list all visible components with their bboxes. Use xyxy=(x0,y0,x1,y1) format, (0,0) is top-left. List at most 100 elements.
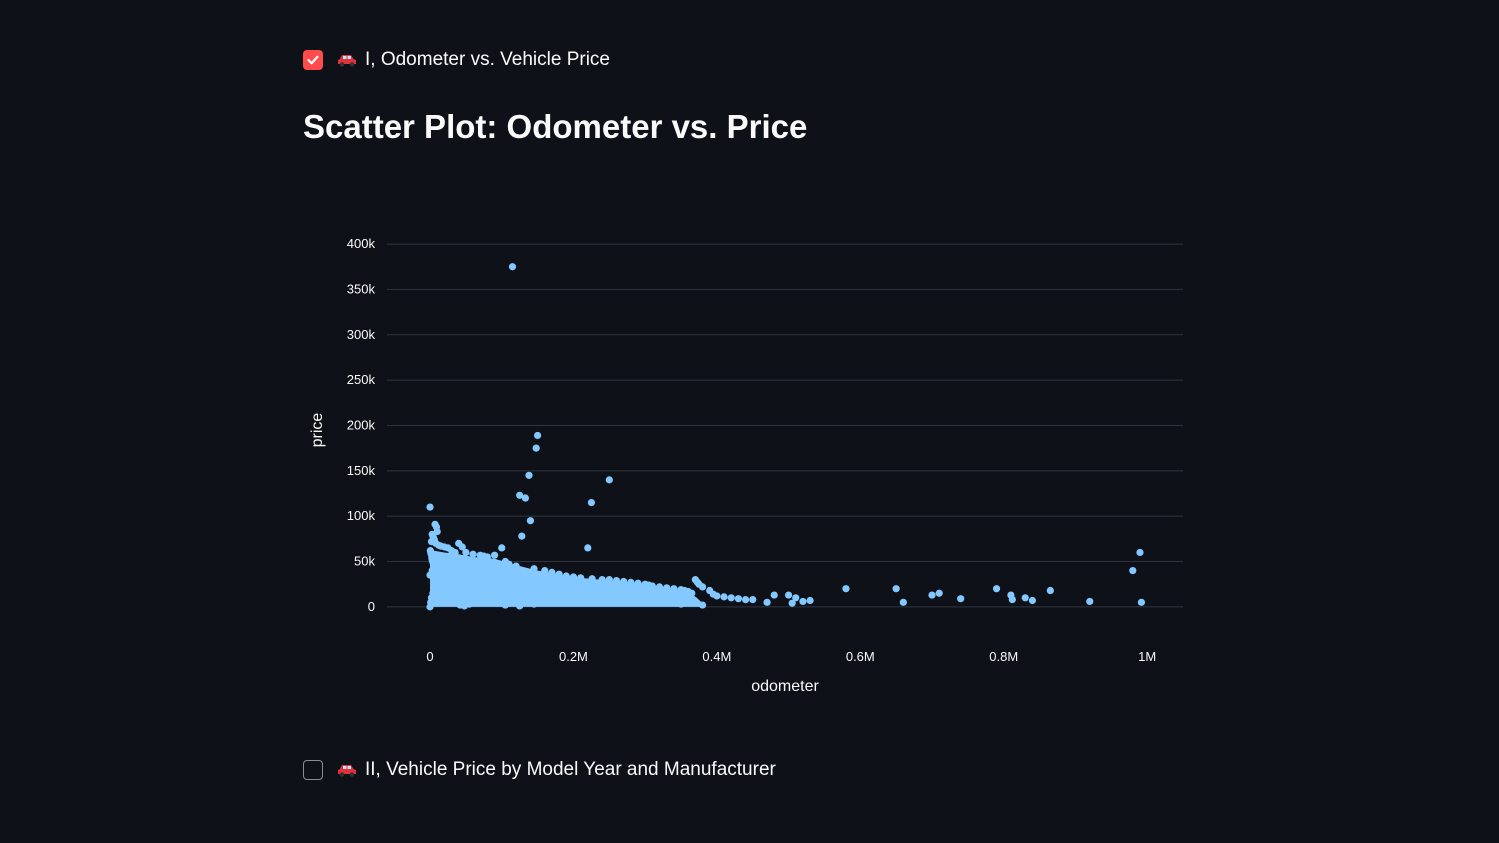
data-point xyxy=(465,585,474,593)
data-point xyxy=(587,498,595,507)
data-point xyxy=(1086,597,1094,606)
x-tick-label: 0 xyxy=(426,649,433,664)
data-point xyxy=(670,585,678,593)
x-tick-label: 0.2M xyxy=(559,649,588,664)
x-tick-label: 1M xyxy=(1138,649,1156,664)
checkbox-label[interactable]: I, Odometer vs. Vehicle Price xyxy=(365,49,610,70)
data-point xyxy=(584,544,592,552)
data-point xyxy=(677,600,685,608)
data-point xyxy=(666,596,674,604)
data-point xyxy=(532,444,540,452)
data-point xyxy=(1137,598,1146,606)
y-tick-label: 300k xyxy=(347,327,376,342)
x-tick-label: 0.6M xyxy=(846,649,875,664)
data-point xyxy=(465,600,474,608)
data-point xyxy=(612,591,621,599)
checkbox-odometer-vs-price[interactable]: I, Odometer vs. Vehicle Price xyxy=(303,49,610,71)
car-icon xyxy=(337,763,357,777)
data-point xyxy=(521,494,530,502)
checkmark-icon xyxy=(307,55,319,65)
page-title: Scatter Plot: Odometer vs. Price xyxy=(303,108,808,145)
data-point xyxy=(634,579,642,587)
data-point xyxy=(935,589,943,597)
data-point xyxy=(541,566,549,575)
data-point xyxy=(799,597,807,606)
data-point xyxy=(555,570,563,578)
checkbox-price-by-model-year[interactable]: II, Vehicle Price by Model Year and Manu… xyxy=(303,759,776,781)
data-point xyxy=(594,586,603,595)
data-point xyxy=(473,597,481,606)
data-point xyxy=(530,565,538,573)
checkbox-label[interactable]: II, Vehicle Price by Model Year and Manu… xyxy=(365,759,776,780)
data-point xyxy=(1046,586,1054,595)
y-axis-title: price xyxy=(309,413,326,448)
data-point xyxy=(573,595,581,603)
checkbox-unchecked-icon[interactable] xyxy=(303,760,323,780)
x-tick-label: 0.4M xyxy=(702,649,731,664)
data-point xyxy=(494,599,502,607)
car-icon xyxy=(337,53,357,67)
data-point xyxy=(655,583,664,591)
data-point xyxy=(512,562,520,570)
data-point xyxy=(784,591,793,599)
data-point xyxy=(469,550,477,558)
data-point xyxy=(792,594,800,602)
data-point xyxy=(928,591,936,599)
checkbox-checked-icon[interactable] xyxy=(303,50,323,70)
data-point xyxy=(498,544,506,552)
data-point xyxy=(426,503,434,511)
data-point xyxy=(483,553,491,561)
data-point xyxy=(433,565,441,573)
data-point xyxy=(1008,596,1016,604)
data-point xyxy=(648,582,656,590)
data-point xyxy=(806,596,814,605)
data-point xyxy=(580,585,588,593)
data-point xyxy=(688,589,696,597)
y-tick-label: 400k xyxy=(347,236,376,251)
y-tick-label: 250k xyxy=(347,372,376,387)
y-tick-label: 350k xyxy=(347,281,376,296)
data-point xyxy=(788,599,796,607)
data-point xyxy=(516,491,524,499)
data-point xyxy=(533,431,542,440)
data-point xyxy=(992,585,1001,593)
data-point xyxy=(458,543,466,551)
data-point xyxy=(899,598,907,606)
data-point xyxy=(605,476,613,484)
data-point xyxy=(720,593,728,601)
data-point xyxy=(449,594,457,602)
data-point xyxy=(1028,596,1037,605)
y-tick-label: 50k xyxy=(354,554,375,569)
data-point xyxy=(566,578,574,586)
data-point xyxy=(655,598,664,606)
data-point xyxy=(1021,594,1029,602)
data-point xyxy=(605,576,613,584)
data-point xyxy=(462,548,470,557)
data-point xyxy=(439,570,447,578)
data-point xyxy=(588,575,596,583)
data-point xyxy=(508,263,517,271)
data-point xyxy=(444,574,452,582)
data-point xyxy=(892,585,900,593)
data-point xyxy=(569,573,578,581)
x-tick-label: 0.8M xyxy=(989,649,1018,664)
y-tick-label: 100k xyxy=(347,508,376,523)
data-point xyxy=(698,601,707,609)
data-point xyxy=(663,584,671,592)
data-point xyxy=(598,576,606,584)
data-point xyxy=(526,517,535,525)
data-point xyxy=(1136,548,1144,557)
scatter-chart[interactable]: 0 50k 100k 150k 200k 250k 300k 350k 400k 0 0.2M 0.4… xyxy=(300,225,1190,705)
data-point xyxy=(494,592,502,600)
data-point xyxy=(612,576,621,585)
y-tick-label: 0 xyxy=(368,599,375,614)
data-point xyxy=(620,577,628,586)
data-point xyxy=(713,592,721,600)
data-point xyxy=(442,585,450,593)
data-point xyxy=(473,588,481,596)
data-point xyxy=(525,471,533,479)
data-point xyxy=(530,600,538,608)
data-point xyxy=(577,574,585,582)
data-point xyxy=(505,560,513,568)
data-point xyxy=(627,578,635,586)
